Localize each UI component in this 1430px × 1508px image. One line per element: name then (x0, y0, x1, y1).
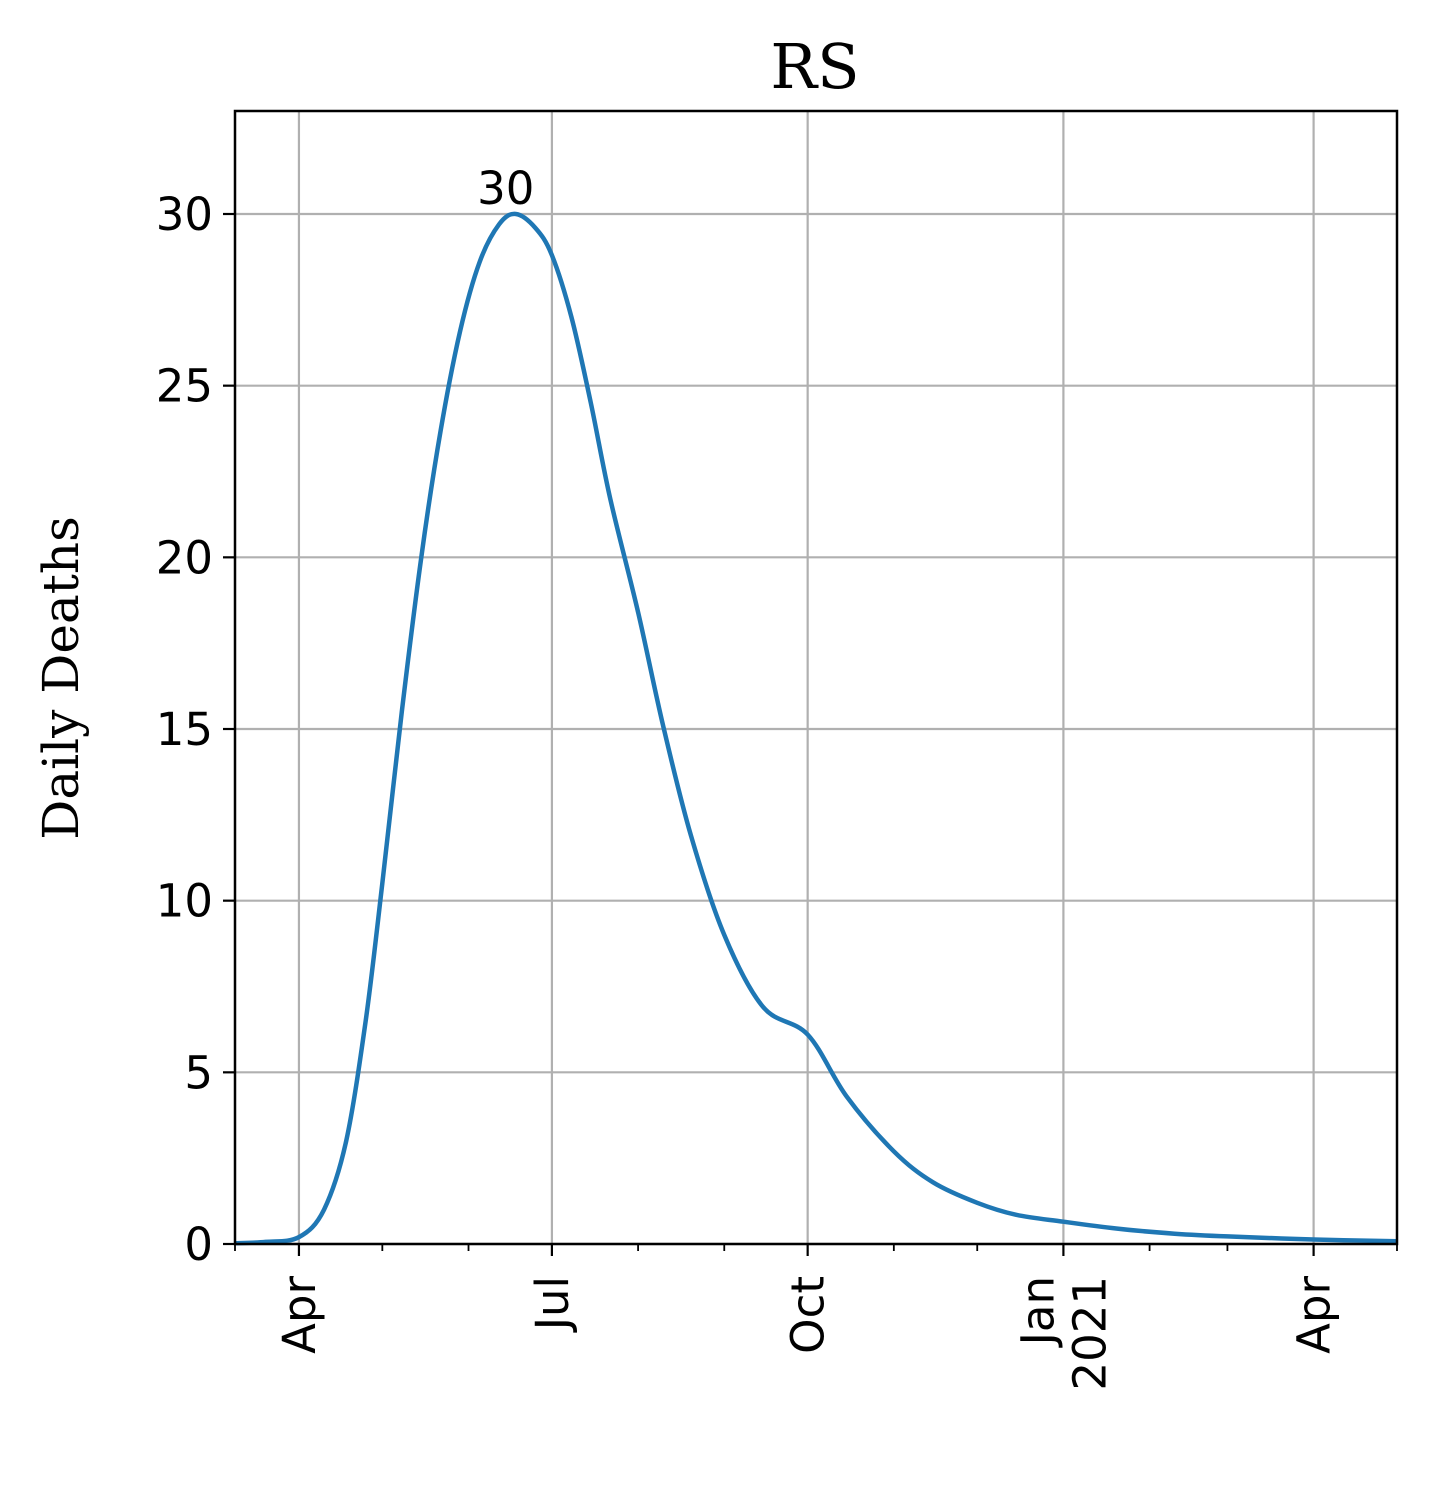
y-tick-label: 15 (156, 703, 213, 756)
y-axis-label: Daily Deaths (32, 516, 90, 839)
y-tick-label: 30 (156, 188, 213, 241)
x-tick-label: Apr (273, 1276, 326, 1354)
y-tick-label: 25 (156, 360, 213, 413)
plot-area-frame (233, 109, 1399, 1246)
grid-lines (235, 111, 1397, 1246)
annotations: 30 (477, 162, 534, 215)
x-tick-label: Apr (1288, 1276, 1341, 1354)
y-tick-label: 20 (156, 531, 213, 584)
peak-value-label: 30 (477, 162, 534, 215)
y-tick-label: 5 (184, 1046, 213, 1099)
y-tick-label: 0 (184, 1218, 213, 1271)
axis-ticks: 0 5 10 15 20 25 30 Apr Jul Oct Jan2021 Apr (156, 188, 1398, 1391)
x-tick-label: Jan2021 (1011, 1276, 1116, 1391)
chart-title: RS (770, 30, 859, 103)
y-tick-label: 10 (156, 875, 213, 928)
x-tick-label: Oct (782, 1276, 835, 1354)
x-tick-label: Jul (526, 1276, 579, 1333)
series-line (234, 211, 1398, 1246)
series-layer (234, 211, 1398, 1246)
